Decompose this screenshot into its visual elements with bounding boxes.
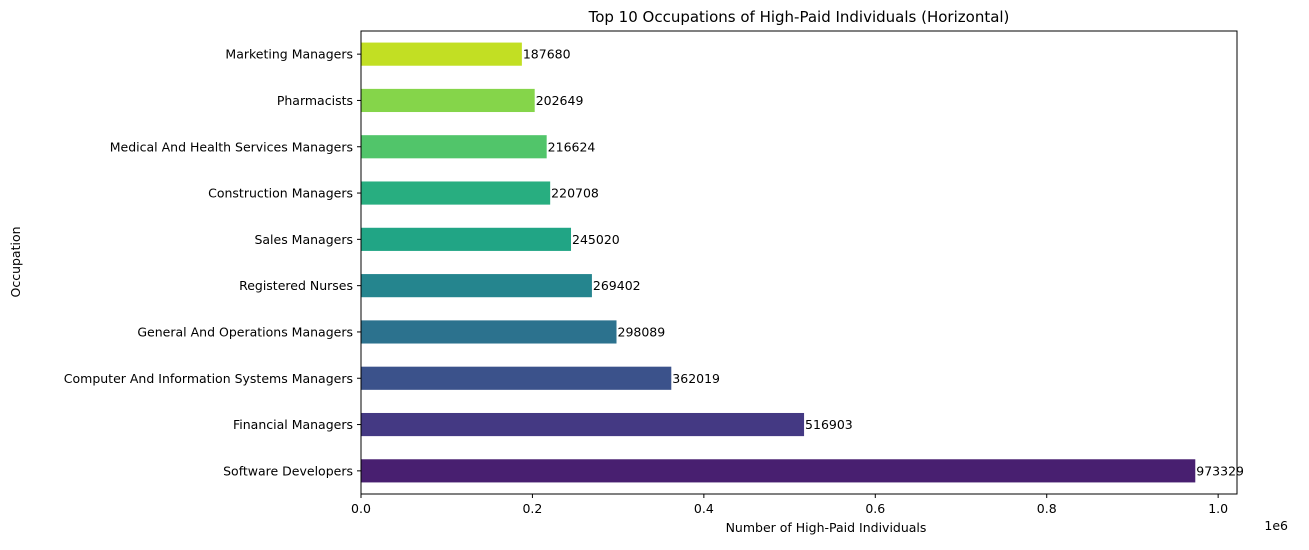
bar-value-label: 245020 — [572, 232, 620, 247]
chart-title: Top 10 Occupations of High-Paid Individu… — [588, 8, 1010, 26]
y-tick-label: Medical And Health Services Managers — [110, 139, 353, 154]
x-axis-label: Number of High-Paid Individuals — [726, 520, 927, 535]
y-tick-label: General And Operations Managers — [137, 324, 353, 339]
bar — [361, 320, 617, 344]
bar — [361, 412, 805, 437]
x-tick-label: 0.8 — [1037, 501, 1057, 516]
bar-value-label: 216624 — [548, 139, 596, 154]
bar-value-label: 187680 — [523, 47, 571, 62]
x-axis-offset-label: 1e6 — [1264, 518, 1288, 533]
x-tick-label: 1.0 — [1208, 501, 1228, 516]
y-axis-label: Occupation — [8, 226, 23, 297]
data-labels-group: 973329 516903 362019 298089 269402 245020 2207… — [523, 47, 1244, 479]
bar — [361, 274, 592, 298]
bar-value-label: 202649 — [536, 93, 584, 108]
bar — [361, 366, 672, 390]
y-tick-label: Pharmacists — [277, 93, 353, 108]
bar — [361, 181, 551, 205]
bar — [361, 42, 522, 66]
bar-value-label: 269402 — [593, 278, 641, 293]
y-tick-label: Software Developers — [223, 463, 353, 478]
y-tick-label: Marketing Managers — [225, 47, 353, 62]
bar-value-label: 298089 — [618, 324, 666, 339]
bar — [361, 88, 535, 113]
bar-value-label: 362019 — [672, 371, 720, 386]
bars-group — [361, 42, 1196, 483]
bar — [361, 459, 1196, 483]
bar — [361, 135, 547, 159]
x-axis: 0.0 0.2 0.4 0.6 0.8 1.0 — [351, 494, 1228, 516]
y-tick-label: Computer And Information Systems Manager… — [64, 371, 353, 386]
x-tick-label: 0.0 — [351, 501, 371, 516]
x-tick-label: 0.2 — [522, 501, 542, 516]
plot-frame — [360, 30, 1238, 495]
bar-value-label: 973329 — [1196, 463, 1244, 478]
y-tick-label: Financial Managers — [233, 417, 353, 432]
y-tick-label: Sales Managers — [254, 232, 353, 247]
x-tick-label: 0.4 — [694, 501, 714, 516]
x-tick-label: 0.6 — [865, 501, 885, 516]
bar — [361, 227, 572, 251]
bar-value-label: 516903 — [805, 417, 853, 432]
y-tick-label: Construction Managers — [208, 186, 353, 201]
y-axis: Software Developers Financial Managers Com… — [64, 47, 361, 478]
y-tick-label: Registered Nurses — [239, 278, 353, 293]
bar-value-label: 220708 — [551, 186, 599, 201]
